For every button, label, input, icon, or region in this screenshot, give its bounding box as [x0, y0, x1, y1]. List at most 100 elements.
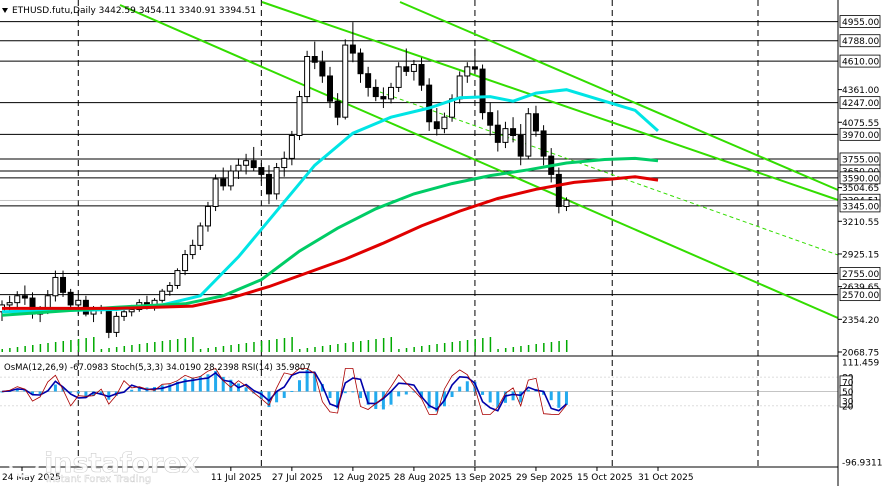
candle[interactable]: [510, 117, 517, 143]
candle[interactable]: [388, 82, 395, 104]
candle[interactable]: [563, 197, 570, 212]
candle[interactable]: [182, 249, 189, 276]
candle[interactable]: [532, 105, 539, 137]
osma-bar: [92, 391, 96, 396]
osma-bar: [244, 387, 248, 392]
osma-bar: [427, 391, 431, 409]
osma-bar: [526, 389, 530, 392]
volume-bar: [16, 347, 19, 352]
candle-body: [418, 64, 425, 86]
candle[interactable]: [502, 121, 509, 149]
volume-bar: [199, 349, 202, 352]
candle-body: [204, 205, 211, 227]
candle[interactable]: [372, 79, 379, 102]
osma-bar: [183, 378, 187, 392]
candle-body: [6, 302, 13, 306]
candle[interactable]: [67, 288, 74, 310]
candle[interactable]: [319, 50, 326, 83]
candle[interactable]: [212, 174, 219, 212]
candle[interactable]: [189, 239, 196, 260]
candle[interactable]: [479, 64, 486, 120]
candle[interactable]: [60, 270, 67, 297]
candle[interactable]: [540, 125, 547, 166]
candle[interactable]: [265, 165, 272, 205]
candle[interactable]: [243, 153, 250, 175]
candle[interactable]: [487, 102, 494, 136]
candle[interactable]: [410, 59, 417, 81]
candle[interactable]: [6, 295, 13, 313]
candle[interactable]: [365, 66, 372, 97]
volume-bar: [108, 348, 110, 352]
candle[interactable]: [357, 48, 364, 83]
candle[interactable]: [525, 108, 532, 160]
candle-body: [105, 309, 112, 333]
candle[interactable]: [21, 285, 28, 305]
volume-bar: [321, 346, 324, 352]
price-tick-label: 3210.55: [842, 218, 879, 228]
price-label-box: [839, 15, 881, 28]
volume-bar: [482, 338, 484, 352]
volume-bar: [443, 343, 446, 352]
candle-body: [349, 44, 356, 54]
candle[interactable]: [159, 288, 166, 303]
candle[interactable]: [395, 62, 402, 93]
price-tick-label: 2639.65: [842, 283, 879, 293]
price-tick-label: 3970.00: [842, 131, 879, 141]
candle[interactable]: [227, 165, 234, 191]
candle[interactable]: [166, 282, 173, 296]
candle[interactable]: [52, 270, 59, 302]
candle[interactable]: [288, 130, 295, 166]
volume-bar: [207, 348, 209, 352]
candle[interactable]: [380, 87, 387, 109]
candle[interactable]: [433, 108, 440, 136]
candle[interactable]: [250, 146, 257, 171]
candle[interactable]: [441, 112, 448, 134]
candle[interactable]: [327, 66, 333, 109]
candle-body: [159, 290, 166, 301]
time-tick-label: 12 Aug 2025: [333, 473, 391, 483]
candle-body: [342, 44, 349, 118]
volume-bar: [32, 345, 34, 352]
osma-bar: [473, 381, 477, 392]
candle[interactable]: [281, 151, 288, 177]
candle[interactable]: [494, 110, 501, 152]
volume-bar: [535, 344, 537, 352]
candle[interactable]: [113, 311, 120, 337]
volume-bar: [329, 345, 331, 352]
candle[interactable]: [304, 50, 311, 103]
candle[interactable]: [14, 291, 21, 310]
osc-tick-label: 70: [842, 378, 854, 388]
osma-bar: [15, 389, 19, 392]
candle[interactable]: [296, 90, 303, 141]
collapse-icon[interactable]: [2, 8, 8, 13]
candle[interactable]: [555, 167, 562, 214]
candle[interactable]: [464, 62, 471, 83]
candle[interactable]: [174, 268, 181, 289]
candle[interactable]: [204, 201, 211, 232]
candle[interactable]: [517, 124, 524, 166]
candle[interactable]: [403, 48, 410, 76]
candle[interactable]: [273, 162, 280, 200]
volume-bar: [253, 342, 255, 352]
candle[interactable]: [426, 78, 433, 131]
candle[interactable]: [471, 48, 478, 74]
candle[interactable]: [342, 39, 349, 120]
candle[interactable]: [235, 158, 242, 180]
candle[interactable]: [418, 57, 425, 91]
channel-line-upper: [261, 1, 839, 201]
candle[interactable]: [334, 93, 341, 126]
volume-bar: [398, 349, 400, 352]
time-tick-label: 11 Jul 2025: [211, 473, 262, 483]
candle[interactable]: [220, 167, 227, 191]
candle[interactable]: [121, 308, 128, 321]
candle-body: [334, 100, 341, 118]
price-label-box: [839, 267, 881, 280]
osma-bar: [38, 391, 42, 394]
volume-bar: [237, 344, 240, 352]
candle[interactable]: [349, 22, 356, 63]
osma-bar: [206, 374, 210, 392]
candle[interactable]: [197, 222, 204, 250]
candle[interactable]: [311, 41, 318, 70]
candle[interactable]: [258, 162, 265, 182]
